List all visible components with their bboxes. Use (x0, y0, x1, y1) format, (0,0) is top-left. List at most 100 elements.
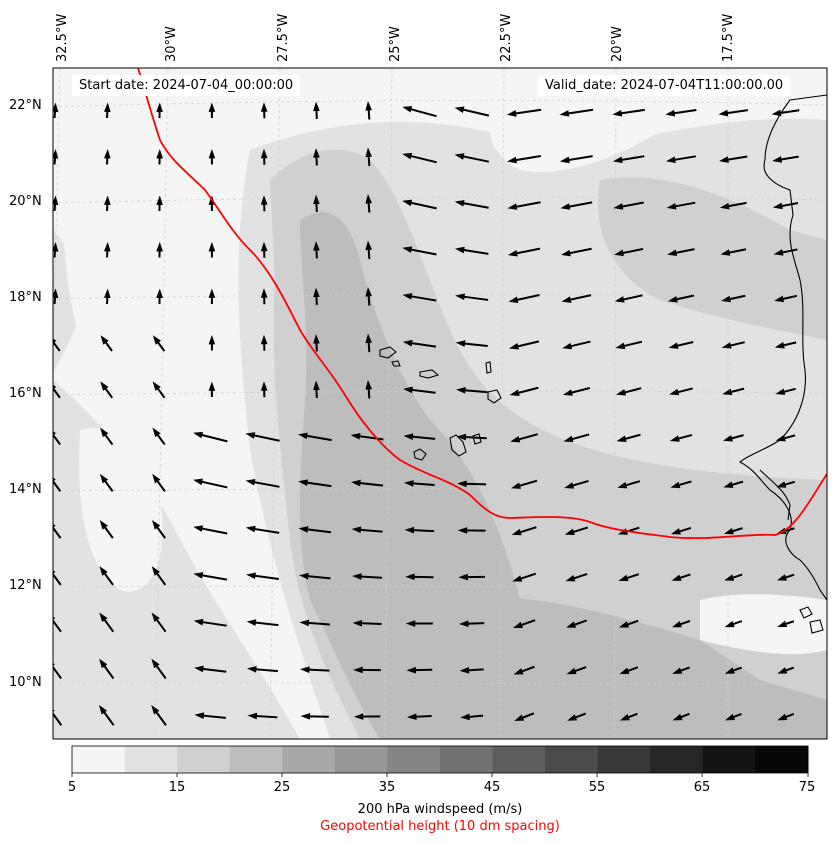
wind-arrow-head (300, 666, 310, 673)
wind-arrow-head (352, 573, 362, 580)
wind-arrow-head (352, 619, 363, 627)
colorbar-tick-label: 45 (483, 780, 501, 795)
wind-arrow-head (719, 202, 730, 210)
wind-arrow-head (669, 388, 680, 396)
colorbar-subtitle: Geopotential height (10 dm spacing) (320, 819, 560, 834)
guinea-bissau-islands (799, 606, 824, 634)
wind-arrow-head (566, 621, 577, 628)
wind-arrow-head (457, 480, 467, 488)
wind-arrow-head (402, 339, 413, 347)
wind-arrow-head (718, 109, 729, 117)
wind-arrow-head (208, 102, 216, 112)
wind-arrow-head (407, 713, 417, 721)
wind-arrow-shaft (53, 665, 62, 680)
wind-arrow-head (152, 381, 161, 391)
lon-label: 25°W (388, 26, 403, 62)
valid-date-label: Valid_date: 2024-07-04T11:00:00.00 (538, 75, 791, 96)
wind-arrow-head (460, 713, 470, 721)
wind-arrow-head (103, 149, 111, 159)
wind-arrow-head (297, 432, 308, 440)
wind-arrow-head (513, 668, 524, 675)
wind-arrow-head (721, 295, 731, 303)
wind-arrow-head (193, 572, 204, 579)
wind-arrow-head (151, 566, 160, 576)
wind-arrow-head (193, 478, 203, 486)
wind-arrow-head (618, 574, 629, 582)
colorbar-swatch (124, 746, 178, 773)
wind-arrow-head (156, 102, 163, 112)
wind-arrow-head (208, 381, 216, 391)
colorbar-swatch (702, 746, 756, 773)
cape-verde-island (472, 433, 482, 445)
lat-label: 10°N (9, 675, 42, 690)
wind-arrow-head (612, 156, 623, 164)
wind-arrow-head (774, 295, 785, 303)
colorbar-tick-label: 55 (588, 780, 606, 795)
wind-arrow-head (100, 427, 109, 438)
wind-arrow-head (514, 714, 525, 721)
colorbar-swatch (650, 746, 704, 773)
wind-arrow-head (193, 525, 204, 532)
colorbar-tick-label: 15 (168, 780, 186, 795)
wind-arrow-head (565, 575, 576, 582)
wind-arrow-head (365, 100, 372, 111)
wind-arrow-head (99, 612, 108, 623)
wind-arrow-head (103, 288, 111, 299)
wind-arrow-head (772, 202, 783, 210)
colorbar-swatch (387, 746, 441, 773)
wind-arrow-head (208, 288, 216, 298)
wind-arrow-shaft (53, 479, 62, 492)
colorbar-ticks (71, 773, 809, 777)
start-date-label: Start date: 2024-07-04_00:00:00 (72, 75, 301, 96)
wind-arrow-shaft (53, 526, 62, 539)
wind-arrow-head (208, 241, 216, 252)
wind-arrow-head (156, 241, 163, 252)
wind-arrow-head (194, 712, 205, 719)
cape-verde-island (413, 448, 427, 461)
wind-arrow-head (719, 156, 729, 163)
wind-arrow-head (614, 249, 624, 257)
wind-arrow-head (260, 241, 268, 252)
wind-arrow-head (722, 435, 733, 442)
wind-arrow-shaft (53, 433, 61, 446)
wind-arrow-head (245, 432, 256, 439)
wind-arrow-head (512, 575, 523, 582)
wind-arrow-head (298, 479, 309, 486)
wind-arrow-head (313, 148, 320, 158)
wind-arrow-head (405, 573, 415, 581)
wind-arrow-head (151, 612, 160, 623)
wind-arrow-head (406, 666, 416, 674)
wind-arrow-head (672, 713, 683, 721)
wind-arrow-head (567, 714, 578, 721)
wind-arrow-head (616, 435, 627, 442)
wind-arrow-head (775, 388, 786, 395)
wind-arrow-head (670, 481, 681, 489)
wind-arrow-head (103, 195, 111, 206)
lat-label: 12°N (9, 578, 42, 593)
senegal-coast (759, 469, 791, 521)
wind-arrow-head (457, 527, 468, 534)
wind-arrow-head (260, 102, 268, 112)
wind-arrow-head (777, 620, 788, 628)
wind-arrow-head (53, 288, 59, 299)
wind-arrow-head (562, 389, 573, 396)
wind-arrow-head (99, 566, 108, 576)
cape-verde-island (487, 389, 502, 404)
africa-coast (739, 94, 827, 601)
cape-verde-island (485, 361, 492, 374)
wind-arrow-head (313, 334, 320, 344)
wind-arrow-head (615, 342, 626, 350)
wind-arrow-head (617, 481, 628, 489)
wind-arrow-head (669, 435, 680, 442)
wind-arrow-head (103, 102, 111, 113)
wind-arrow-head (100, 335, 109, 345)
wind-arrow-head (403, 386, 413, 394)
wind-arrow-head (721, 342, 732, 349)
wind-arrow-head (562, 342, 573, 350)
wind-arrow-head (53, 102, 59, 113)
wind-arrow-head (103, 242, 111, 252)
colorbar-tick-label: 35 (378, 780, 396, 795)
cape-verde-island (379, 346, 397, 359)
geopotential-contour (137, 68, 827, 540)
wind-arrow-head (776, 574, 787, 581)
